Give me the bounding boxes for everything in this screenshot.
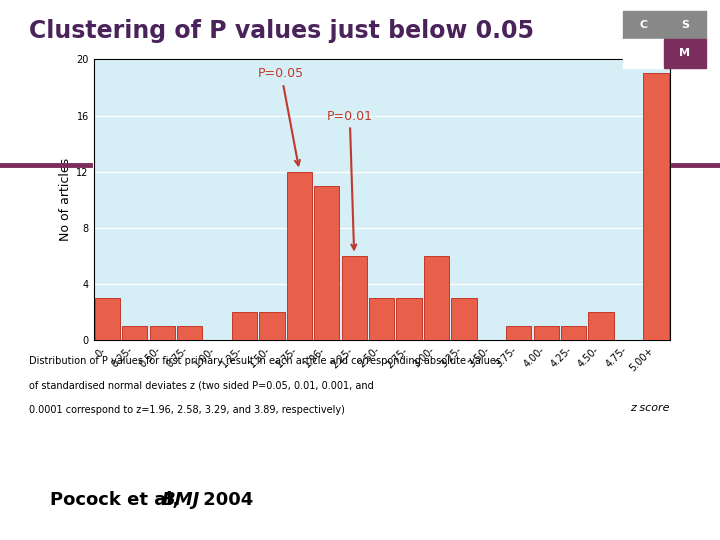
Bar [643, 73, 668, 340]
Bar [451, 298, 477, 340]
Bar [534, 326, 559, 340]
Text: C: C [639, 20, 647, 30]
Bar [150, 326, 175, 340]
Bar [177, 326, 202, 340]
Text: S: S [681, 20, 689, 30]
Text: 2004: 2004 [197, 491, 253, 509]
Bar [314, 186, 339, 340]
Bar [397, 298, 422, 340]
Text: Distribution of P values for first primary result in each article and correspond: Distribution of P values for first prima… [29, 356, 501, 367]
Bar [506, 326, 531, 340]
Bar [95, 298, 120, 340]
Bar [424, 256, 449, 340]
Text: P=0.05: P=0.05 [258, 68, 305, 165]
Bar [341, 256, 366, 340]
Bar [232, 312, 257, 340]
Bar [588, 312, 613, 340]
Text: M: M [680, 48, 690, 58]
Text: z score: z score [630, 403, 670, 414]
Bar [561, 326, 586, 340]
Bar [369, 298, 395, 340]
Bar [287, 172, 312, 340]
Text: BMJ: BMJ [162, 491, 200, 509]
Text: 0.0001 correspond to z=1.96, 2.58, 3.29, and 3.89, respectively): 0.0001 correspond to z=1.96, 2.58, 3.29,… [29, 405, 345, 415]
Y-axis label: No of articles: No of articles [59, 158, 72, 241]
Bar [122, 326, 148, 340]
Text: of standardised normal deviates z (two sided P=0.05, 0.01, 0.001, and: of standardised normal deviates z (two s… [29, 381, 374, 391]
Text: Clustering of P values just below 0.05: Clustering of P values just below 0.05 [29, 19, 534, 43]
Bar [259, 312, 284, 340]
Text: Pocock et al,: Pocock et al, [50, 491, 186, 509]
Text: P=0.01: P=0.01 [327, 110, 373, 249]
